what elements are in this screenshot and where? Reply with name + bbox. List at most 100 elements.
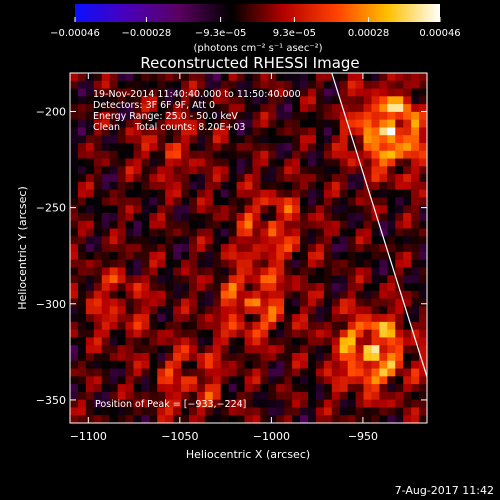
heatmap-cell <box>300 228 309 237</box>
heatmap-cell <box>379 228 388 237</box>
heatmap-cell <box>395 111 404 121</box>
heatmap-cell <box>189 73 198 82</box>
heatmap-cell <box>165 127 174 136</box>
heatmap-cell <box>411 345 420 354</box>
colorbar-tick-label: −9.3e−05 <box>195 28 247 39</box>
heatmap-cell <box>85 166 95 175</box>
heatmap-cell <box>315 353 325 362</box>
heatmap-cell <box>220 104 230 113</box>
heatmap-cell <box>157 353 166 362</box>
heatmap-cell <box>125 259 134 268</box>
heatmap-cell <box>109 275 118 284</box>
heatmap-cell <box>300 376 309 385</box>
heatmap-cell <box>260 360 269 369</box>
heatmap-cell <box>363 368 372 377</box>
heatmap-cell <box>292 345 301 354</box>
heatmap-cell <box>268 220 277 229</box>
heatmap-cell <box>323 174 333 183</box>
heatmap-cell <box>125 329 134 338</box>
heatmap-cell <box>411 197 420 206</box>
heatmap-cell <box>355 329 364 338</box>
heatmap-cell <box>149 384 158 393</box>
heatmap-cell <box>141 407 150 416</box>
heatmap-cell <box>395 244 404 253</box>
heatmap-cell <box>339 73 349 82</box>
heatmap-cell <box>395 150 404 159</box>
heatmap-cell <box>212 111 222 121</box>
heatmap-cell <box>419 376 428 385</box>
heatmap-cell <box>315 205 325 214</box>
heatmap-cell <box>395 205 404 214</box>
heatmap-cell <box>363 314 372 323</box>
heatmap-cell <box>252 314 261 323</box>
heatmap-cell <box>101 353 111 362</box>
heatmap-cell <box>379 275 388 284</box>
heatmap-cell <box>189 399 198 408</box>
heatmap-cell <box>141 275 150 284</box>
heatmap-cell <box>149 306 158 315</box>
heatmap-cell <box>149 150 158 159</box>
heatmap-cell <box>347 127 356 136</box>
heatmap-cell <box>371 337 380 346</box>
heatmap-cell <box>236 298 245 307</box>
heatmap-cell <box>125 298 134 307</box>
heatmap-cell <box>196 337 206 346</box>
heatmap-cell <box>339 329 349 338</box>
heatmap-cell <box>371 158 380 167</box>
heatmap-cell <box>379 244 388 253</box>
heatmap-cell <box>284 166 293 175</box>
heatmap-cell <box>371 213 380 222</box>
annotation-block: 19-Nov-2014 11:40:40.000 to 11:50:40.000… <box>93 89 301 133</box>
heatmap-cell <box>212 360 222 369</box>
heatmap-cell <box>173 111 182 121</box>
heatmap-cell <box>379 353 388 362</box>
heatmap-cell <box>101 205 111 214</box>
heatmap-cell <box>173 360 182 369</box>
heatmap-cell <box>117 407 126 416</box>
heatmap-cell <box>181 197 190 206</box>
heatmap-cell <box>371 197 380 206</box>
heatmap-cell <box>315 399 325 408</box>
heatmap-cell <box>292 267 301 276</box>
heatmap-cell <box>387 73 396 82</box>
heatmap-cell <box>165 158 174 167</box>
heatmap-cell <box>339 244 349 253</box>
heatmap-cell <box>204 236 214 245</box>
heatmap-cell <box>149 119 158 128</box>
heatmap-cell <box>308 228 317 237</box>
heatmap-cell <box>204 104 214 113</box>
heatmap-cell <box>173 251 182 261</box>
heatmap-cell <box>244 368 253 377</box>
heatmap-cell <box>220 236 230 245</box>
heatmap-cell <box>268 244 277 253</box>
heatmap-cell <box>85 415 95 424</box>
heatmap-cell <box>85 314 95 323</box>
heatmap-cell <box>331 306 341 315</box>
heatmap-cell <box>133 143 142 152</box>
heatmap-cell <box>181 321 190 331</box>
heatmap-cell <box>141 244 150 253</box>
heatmap-cell <box>395 236 404 245</box>
heatmap-cell <box>101 337 111 346</box>
heatmap-cell <box>276 150 285 159</box>
heatmap-cell <box>220 384 230 393</box>
heatmap-cell <box>347 119 356 128</box>
heatmap-cell <box>93 384 103 393</box>
heatmap-cell <box>125 135 134 144</box>
heatmap-cell <box>141 158 150 167</box>
heatmap-cell <box>292 306 301 315</box>
heatmap-cell <box>157 360 166 369</box>
heatmap-cell <box>355 399 364 408</box>
colorbar-tick-label: 0.00028 <box>348 28 389 39</box>
heatmap-cell <box>387 96 396 105</box>
heatmap-cell <box>165 251 174 261</box>
heatmap-cell <box>355 384 364 393</box>
heatmap-cell <box>181 345 190 354</box>
heatmap-cell <box>93 267 103 276</box>
heatmap-cell <box>244 228 253 237</box>
heatmap-cell <box>204 213 214 222</box>
heatmap-cell <box>331 205 341 214</box>
heatmap-cell <box>355 150 364 159</box>
heatmap-cell <box>284 314 293 323</box>
heatmap-cell <box>85 391 95 401</box>
